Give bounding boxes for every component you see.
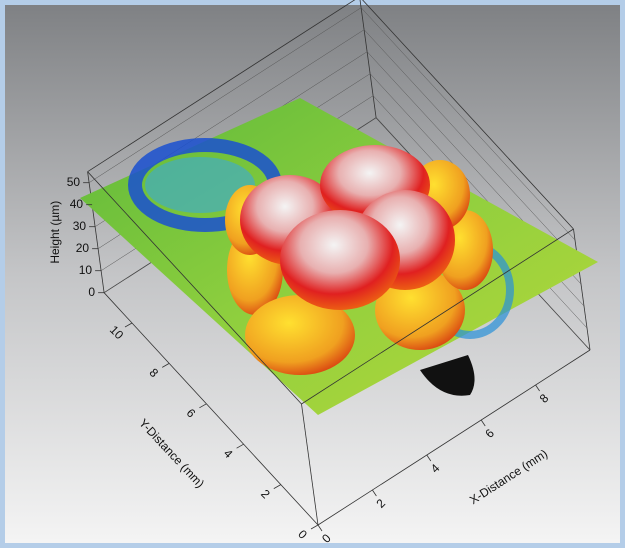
x-tick (317, 524, 323, 532)
grid-line (360, 7, 576, 241)
x-tick (372, 489, 377, 497)
box-edge (87, 171, 105, 293)
z-tick-label: 50 (67, 175, 81, 189)
x-tick (426, 454, 432, 462)
y-tick (124, 322, 133, 328)
z-tick-label: 40 (70, 197, 84, 211)
x-tick (535, 384, 540, 392)
box-edge (359, 0, 377, 118)
surface (80, 98, 598, 415)
box-edge (103, 292, 319, 526)
box-edge (573, 228, 591, 351)
box-edge (301, 403, 319, 526)
y-tick (310, 524, 319, 530)
grid-line (88, 7, 362, 183)
z-tick-label: 20 (76, 241, 90, 255)
y-tick (162, 363, 170, 368)
y-tick (273, 484, 281, 489)
y-tick (236, 443, 244, 449)
z-axis-title: Height (µm) (48, 201, 62, 264)
z-tick-label: 0 (88, 285, 95, 299)
grid-line (363, 29, 579, 263)
box-edge (87, 0, 356, 173)
box-edge (87, 171, 302, 405)
x-tick (480, 419, 486, 427)
box-edge (362, 0, 574, 230)
z-tick-label: 10 (79, 263, 93, 277)
box-edge (301, 228, 574, 405)
box-edge (317, 349, 591, 526)
z-tick-label: 30 (73, 219, 87, 233)
y-tick (199, 403, 207, 409)
